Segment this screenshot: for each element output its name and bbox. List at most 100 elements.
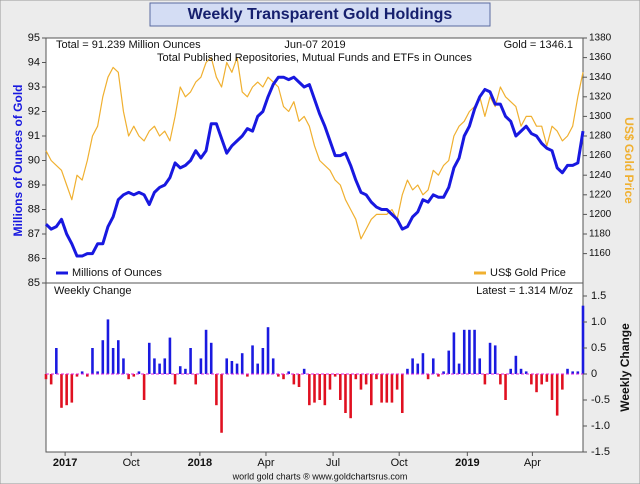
bar bbox=[478, 358, 482, 374]
bar bbox=[493, 345, 497, 374]
bar bbox=[55, 348, 58, 374]
bar bbox=[519, 368, 523, 374]
bar bbox=[60, 374, 63, 408]
annotation: Latest = 1.314 M/oz bbox=[476, 285, 573, 297]
bar bbox=[75, 374, 79, 377]
bar bbox=[302, 368, 306, 374]
bar bbox=[514, 355, 518, 374]
y-tick-label: 94 bbox=[28, 56, 40, 68]
y-tick-label: -1.0 bbox=[591, 420, 610, 432]
bar bbox=[178, 366, 182, 374]
y2-tick-label: 1340 bbox=[589, 72, 612, 83]
bar bbox=[80, 371, 84, 374]
y-tick-label: 92 bbox=[28, 105, 40, 117]
bar bbox=[509, 368, 513, 374]
bar bbox=[147, 342, 151, 374]
bar bbox=[277, 374, 280, 377]
bar bbox=[96, 371, 99, 374]
y-tick-label: -1.5 bbox=[591, 446, 610, 458]
bar bbox=[385, 374, 389, 403]
bar bbox=[49, 374, 53, 385]
bar bbox=[431, 358, 435, 374]
y-tick-label: 1.0 bbox=[591, 316, 606, 328]
bar bbox=[411, 358, 414, 374]
bar bbox=[251, 345, 254, 374]
bar bbox=[550, 374, 554, 400]
y-tick-label: 0.5 bbox=[591, 342, 606, 354]
y-tick-label: 90 bbox=[28, 154, 40, 166]
x-tick-label: 2018 bbox=[188, 457, 212, 469]
bar bbox=[576, 371, 580, 374]
bar bbox=[111, 348, 115, 374]
bar bbox=[168, 337, 172, 374]
bar bbox=[318, 374, 321, 400]
panel-title: Weekly Change bbox=[54, 285, 131, 297]
bar bbox=[91, 348, 94, 374]
y-tick-label: 93 bbox=[28, 81, 40, 93]
bar bbox=[359, 374, 363, 390]
legend-label: Millions of Ounces bbox=[72, 267, 162, 279]
subtitle: Total Published Repositories, Mutual Fun… bbox=[157, 52, 472, 64]
y-tick-label: 88 bbox=[28, 203, 40, 215]
y2-tick-label: 1220 bbox=[589, 189, 612, 200]
bar bbox=[395, 374, 399, 390]
annotation: Gold = 1346.1 bbox=[504, 39, 573, 51]
bar bbox=[246, 374, 249, 377]
bar bbox=[256, 363, 259, 374]
bar bbox=[261, 348, 265, 374]
y-tick-label: 0 bbox=[591, 368, 597, 380]
bar bbox=[189, 348, 192, 374]
y2-tick-label: 1160 bbox=[589, 248, 611, 259]
bar bbox=[333, 374, 337, 377]
y2-axis-label: US$ Gold Price bbox=[622, 117, 636, 204]
bar bbox=[561, 374, 564, 390]
series-line bbox=[44, 75, 585, 258]
bar bbox=[297, 374, 301, 387]
bar bbox=[375, 374, 378, 380]
bar bbox=[101, 340, 105, 374]
bar bbox=[344, 374, 347, 413]
bar bbox=[266, 327, 270, 374]
bar bbox=[457, 363, 461, 374]
bar bbox=[442, 371, 445, 374]
bar bbox=[462, 329, 466, 374]
bar bbox=[44, 374, 48, 380]
bar bbox=[282, 374, 285, 380]
bar bbox=[204, 329, 208, 374]
x-tick-label: Apr bbox=[524, 457, 541, 469]
legend-label: US$ Gold Price bbox=[490, 267, 566, 279]
bar bbox=[163, 358, 167, 374]
annotation: Jun-07 2019 bbox=[284, 39, 345, 51]
bar bbox=[194, 374, 198, 385]
bar bbox=[127, 374, 130, 380]
bar bbox=[524, 371, 528, 374]
x-tick-label: Apr bbox=[257, 457, 274, 469]
y2-axis-label: Weekly Change bbox=[618, 323, 632, 412]
bar bbox=[488, 342, 492, 374]
bar bbox=[328, 374, 332, 390]
bar bbox=[287, 371, 290, 374]
bar bbox=[530, 374, 533, 385]
y2-tick-label: 1260 bbox=[589, 150, 612, 161]
bar bbox=[535, 374, 538, 393]
bar bbox=[70, 374, 74, 403]
bar bbox=[122, 358, 125, 374]
y-tick-label: 85 bbox=[28, 277, 40, 289]
bar bbox=[468, 329, 471, 374]
bar bbox=[370, 374, 373, 406]
bar bbox=[158, 363, 161, 374]
bar bbox=[447, 350, 451, 374]
bar bbox=[132, 374, 136, 377]
bar bbox=[421, 353, 425, 374]
bar bbox=[137, 371, 141, 374]
y2-tick-label: 1320 bbox=[589, 91, 612, 102]
y-tick-label: 91 bbox=[28, 130, 40, 142]
bar bbox=[499, 374, 502, 385]
y2-tick-label: 1180 bbox=[589, 229, 611, 240]
y-tick-label: 89 bbox=[28, 179, 40, 191]
annotation: Total = 91.239 Million Ounces bbox=[56, 39, 201, 51]
bar bbox=[292, 374, 296, 385]
y2-tick-label: 1360 bbox=[589, 52, 612, 63]
bar bbox=[555, 374, 559, 416]
